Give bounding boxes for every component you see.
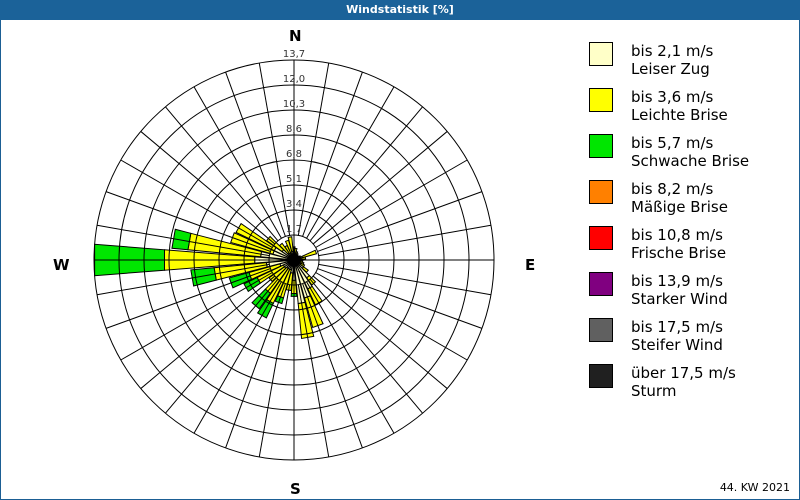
rose-petal-segment bbox=[301, 249, 318, 259]
grid-spoke bbox=[105, 268, 271, 329]
legend-swatch bbox=[589, 318, 613, 342]
rose-petal-segment bbox=[171, 228, 192, 251]
legend-swatch bbox=[589, 272, 613, 296]
grid-spoke bbox=[258, 62, 291, 236]
rose-petal-segment bbox=[300, 256, 307, 260]
radial-tick-label: 10,3 bbox=[283, 99, 305, 110]
grid-spoke bbox=[309, 278, 423, 414]
grid-spoke bbox=[165, 278, 279, 414]
grid-spoke bbox=[96, 263, 270, 296]
legend-swatch bbox=[589, 364, 613, 388]
legend: bis 2,1 m/s Leiser Zug bis 3,6 m/s Leichte… bbox=[589, 42, 789, 410]
legend-item: bis 13,9 m/s Starker Wind bbox=[589, 272, 789, 318]
legend-range: bis 3,6 m/s bbox=[631, 88, 714, 106]
radial-tick-label: 12,0 bbox=[283, 74, 305, 85]
direction-south-label: S bbox=[290, 480, 301, 498]
direction-east-label: E bbox=[525, 256, 536, 274]
grid-spoke bbox=[309, 106, 423, 242]
radial-tick-label: 13,7 bbox=[283, 49, 305, 60]
grid-spoke bbox=[120, 159, 273, 248]
grid-spoke bbox=[105, 191, 271, 252]
grid-spoke bbox=[317, 191, 483, 252]
rose-petal-segment bbox=[278, 242, 290, 255]
grid-spoke bbox=[306, 281, 395, 434]
legend-range: bis 10,8 m/s bbox=[631, 226, 723, 244]
grid-spoke bbox=[193, 281, 282, 434]
direction-north-label: N bbox=[289, 27, 302, 45]
rose-petal-segment bbox=[294, 247, 298, 254]
grid-spoke bbox=[193, 86, 282, 239]
grid-spoke bbox=[120, 272, 273, 361]
legend-label: Sturm bbox=[631, 382, 677, 400]
center-marker bbox=[289, 255, 299, 265]
grid-spoke bbox=[315, 159, 468, 248]
radial-tick-label: 8,6 bbox=[286, 124, 302, 135]
legend-label: Leichte Brise bbox=[631, 106, 728, 124]
legend-swatch bbox=[589, 226, 613, 250]
legend-item: bis 10,8 m/s Frische Brise bbox=[589, 226, 789, 272]
legend-label: Starker Wind bbox=[631, 290, 728, 308]
legend-label: Mäßige Brise bbox=[631, 198, 728, 216]
legend-item: bis 5,7 m/s Schwache Brise bbox=[589, 134, 789, 180]
radial-tick-label: 5,1 bbox=[286, 174, 302, 185]
radial-tick-label: 3,4 bbox=[286, 199, 302, 210]
grid-spoke bbox=[312, 131, 448, 245]
legend-range: bis 2,1 m/s bbox=[631, 42, 714, 60]
grid-spoke bbox=[317, 268, 483, 329]
rose-petal-segment bbox=[287, 236, 294, 253]
direction-west-label: W bbox=[53, 256, 70, 274]
grid-spoke bbox=[225, 71, 286, 237]
radial-tick-label: 1,7 bbox=[286, 224, 302, 235]
legend-swatch bbox=[589, 180, 613, 204]
radial-tick-label: 6,8 bbox=[286, 149, 302, 160]
grid-spoke bbox=[225, 283, 286, 449]
legend-range: bis 5,7 m/s bbox=[631, 134, 714, 152]
legend-item: bis 2,1 m/s Leiser Zug bbox=[589, 42, 789, 88]
rose-petal-segment bbox=[303, 295, 324, 329]
grid-spoke bbox=[302, 71, 363, 237]
legend-range: über 17,5 m/s bbox=[631, 364, 736, 382]
rose-petal-segment bbox=[228, 271, 253, 289]
grid-spoke bbox=[165, 106, 279, 242]
legend-range: bis 17,5 m/s bbox=[631, 318, 723, 336]
legend-range: bis 8,2 m/s bbox=[631, 180, 714, 198]
grid-spoke bbox=[140, 131, 276, 245]
legend-label: Leiser Zug bbox=[631, 60, 710, 78]
legend-label: Schwache Brise bbox=[631, 152, 750, 170]
grid-spoke bbox=[306, 86, 395, 239]
legend-range: bis 13,9 m/s bbox=[631, 272, 723, 290]
grid-spoke bbox=[96, 224, 270, 257]
legend-item: bis 17,5 m/s Steifer Wind bbox=[589, 318, 789, 364]
week-label: 44. KW 2021 bbox=[719, 481, 790, 494]
legend-item: bis 3,6 m/s Leichte Brise bbox=[589, 88, 789, 134]
legend-swatch bbox=[589, 42, 613, 66]
legend-item: über 17,5 m/s Sturm bbox=[589, 364, 789, 410]
grid-spoke bbox=[297, 62, 330, 236]
grid-spoke bbox=[297, 284, 330, 458]
grid-spoke bbox=[302, 283, 363, 449]
legend-swatch bbox=[589, 134, 613, 158]
legend-label: Frische Brise bbox=[631, 244, 727, 262]
grid-spoke bbox=[258, 284, 291, 458]
grid-spoke bbox=[315, 272, 468, 361]
legend-item: bis 8,2 m/s Mäßige Brise bbox=[589, 180, 789, 226]
grid-spoke bbox=[312, 275, 448, 389]
rose-petal-segment bbox=[297, 301, 315, 340]
rose-petal-segment bbox=[190, 267, 217, 287]
chart-title: Windstatistik [%] bbox=[0, 0, 800, 20]
grid-spoke bbox=[140, 275, 276, 389]
grid-spoke bbox=[318, 224, 492, 257]
legend-swatch bbox=[589, 88, 613, 112]
legend-label: Steifer Wind bbox=[631, 336, 723, 354]
grid-spoke bbox=[318, 263, 492, 296]
